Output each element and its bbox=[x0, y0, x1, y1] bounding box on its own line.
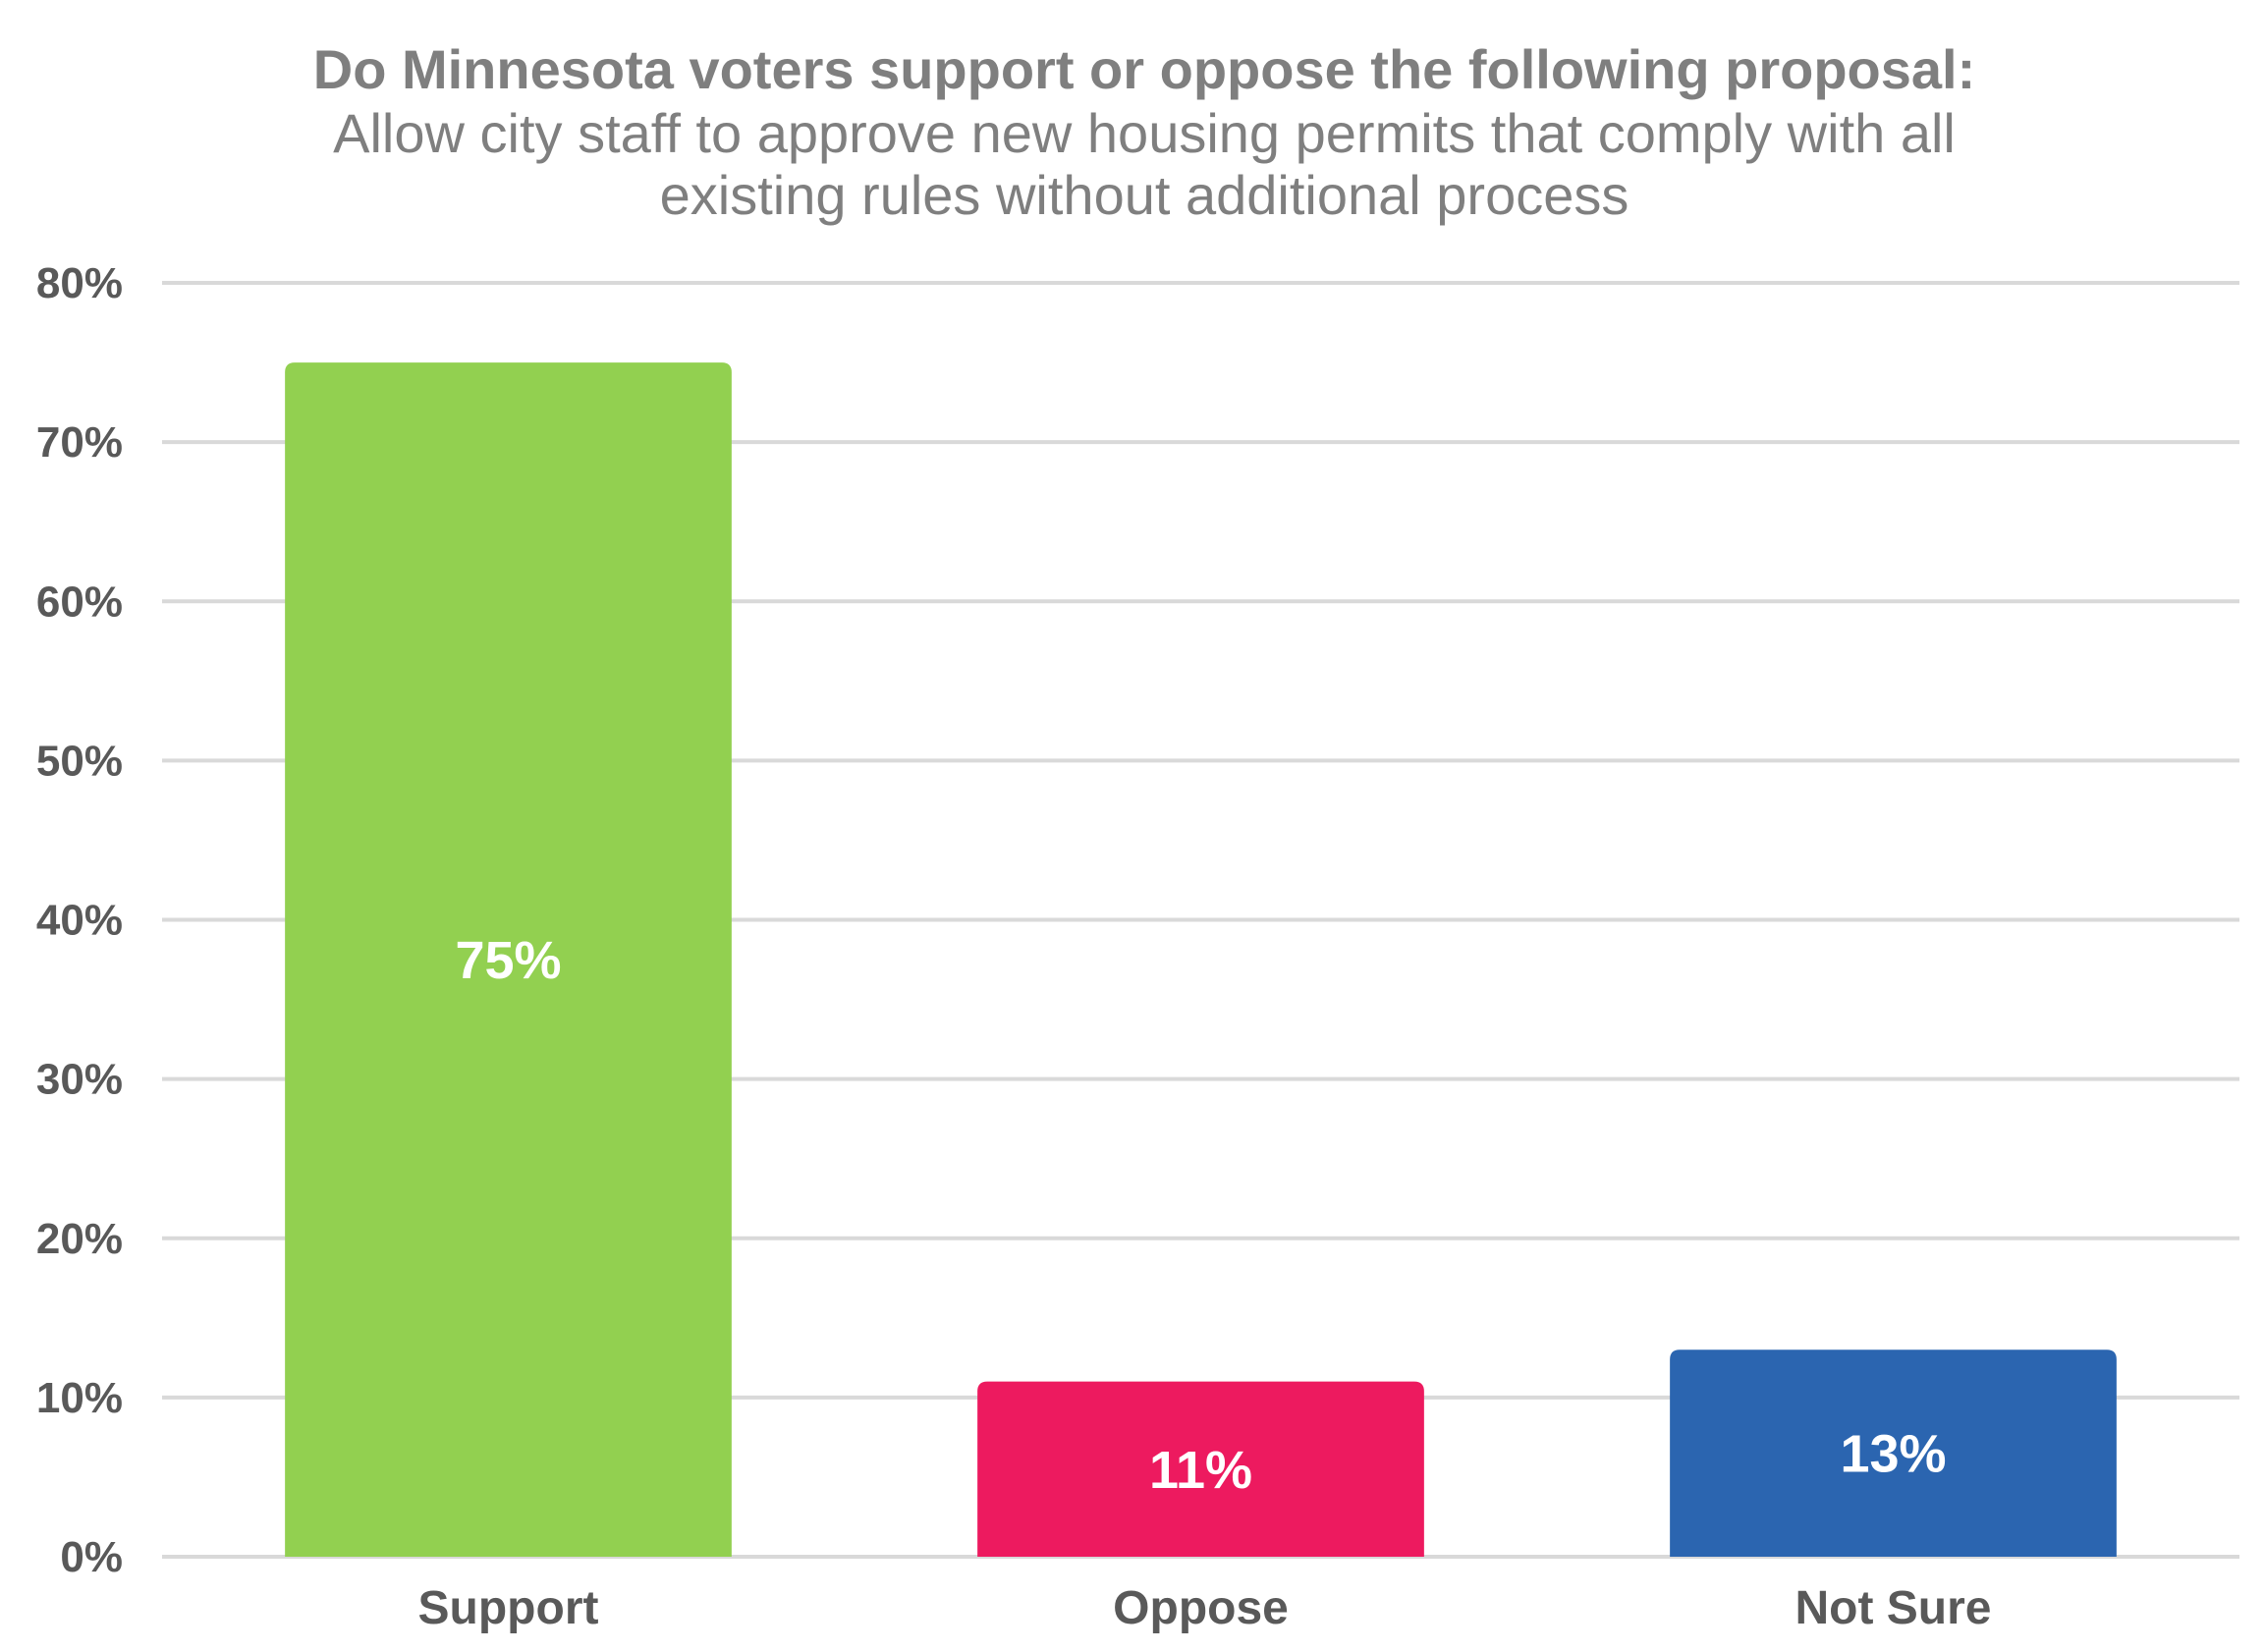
chart-title-line-3: existing rules without additional proces… bbox=[660, 164, 1629, 226]
bar-support bbox=[285, 362, 732, 1557]
y-tick-label: 10% bbox=[36, 1374, 123, 1422]
y-tick-label: 30% bbox=[36, 1056, 123, 1104]
data-labels: 75% 11% 13% bbox=[455, 931, 1946, 1500]
y-tick-label: 50% bbox=[36, 737, 123, 785]
x-axis-tick-labels: Support Oppose Not Sure bbox=[418, 1582, 1992, 1634]
chart-title-line-1: Do Minnesota voters support or oppose th… bbox=[313, 38, 1975, 100]
y-tick-label: 60% bbox=[36, 578, 123, 626]
bars bbox=[285, 362, 2117, 1557]
bar-not-sure bbox=[1670, 1349, 2117, 1557]
x-tick-label: Oppose bbox=[1113, 1582, 1289, 1634]
y-tick-label: 80% bbox=[36, 259, 123, 307]
y-tick-label: 70% bbox=[36, 418, 123, 467]
chart-title-line-2: Allow city staff to approve new housing … bbox=[333, 102, 1956, 164]
data-label: 11% bbox=[1149, 1441, 1252, 1500]
y-tick-label: 0% bbox=[60, 1533, 123, 1581]
y-tick-label: 20% bbox=[36, 1215, 123, 1263]
x-tick-label: Not Sure bbox=[1795, 1582, 1991, 1634]
y-axis-tick-labels: 0% 10% 20% 30% 40% 50% 60% 70% 80% bbox=[36, 259, 123, 1581]
bar-oppose bbox=[977, 1381, 1424, 1557]
x-tick-label: Support bbox=[418, 1582, 599, 1634]
y-tick-label: 40% bbox=[36, 897, 123, 945]
chart-title: Do Minnesota voters support or oppose th… bbox=[313, 38, 1975, 226]
data-label: 75% bbox=[455, 931, 561, 990]
data-label: 13% bbox=[1840, 1425, 1946, 1484]
